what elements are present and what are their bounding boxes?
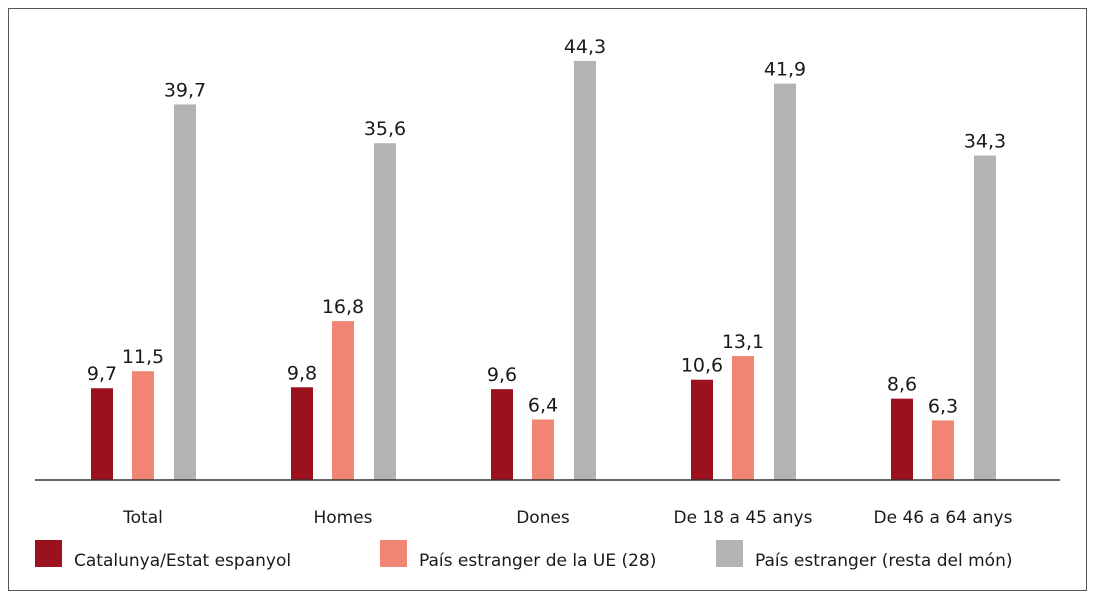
value-label: 6,4 — [528, 394, 558, 416]
bar — [932, 420, 954, 480]
x-tick-label: Total — [122, 508, 163, 528]
bar — [291, 387, 313, 480]
value-label: 9,8 — [287, 362, 317, 384]
value-label: 6,3 — [928, 395, 958, 417]
value-label: 44,3 — [564, 36, 606, 58]
x-tick-label: De 46 a 64 anys — [874, 508, 1013, 528]
x-tick-label: De 18 a 45 anys — [674, 508, 813, 528]
bar — [174, 104, 196, 481]
bar — [132, 371, 154, 480]
bar — [574, 60, 596, 481]
value-label: 13,1 — [722, 331, 764, 353]
bar — [91, 388, 113, 480]
bar — [374, 143, 396, 480]
bar — [332, 321, 354, 480]
bar — [774, 83, 796, 480]
bar — [691, 379, 713, 480]
value-label: 9,7 — [87, 363, 117, 385]
bar — [532, 419, 554, 480]
value-label: 35,6 — [364, 118, 406, 140]
value-label: 41,9 — [764, 59, 806, 81]
bar — [974, 155, 996, 480]
legend-label: País estranger (resta del món) — [755, 551, 1013, 571]
bar — [732, 356, 754, 480]
value-label: 39,7 — [164, 79, 206, 101]
bar — [491, 389, 513, 480]
legend-swatch — [716, 540, 743, 567]
value-label: 8,6 — [887, 374, 917, 396]
legend-swatch — [380, 540, 407, 567]
value-label: 16,8 — [322, 296, 364, 318]
x-tick-label: Dones — [516, 508, 570, 528]
value-label: 34,3 — [964, 131, 1006, 153]
legend-label: Catalunya/Estat espanyol — [74, 551, 291, 571]
value-label: 11,5 — [122, 346, 164, 368]
legend-label: País estranger de la UE (28) — [419, 551, 656, 571]
value-label: 9,6 — [487, 364, 517, 386]
bar — [891, 398, 913, 480]
legend-swatch — [35, 540, 62, 567]
value-label: 10,6 — [681, 355, 723, 377]
x-tick-label: Homes — [313, 508, 372, 528]
